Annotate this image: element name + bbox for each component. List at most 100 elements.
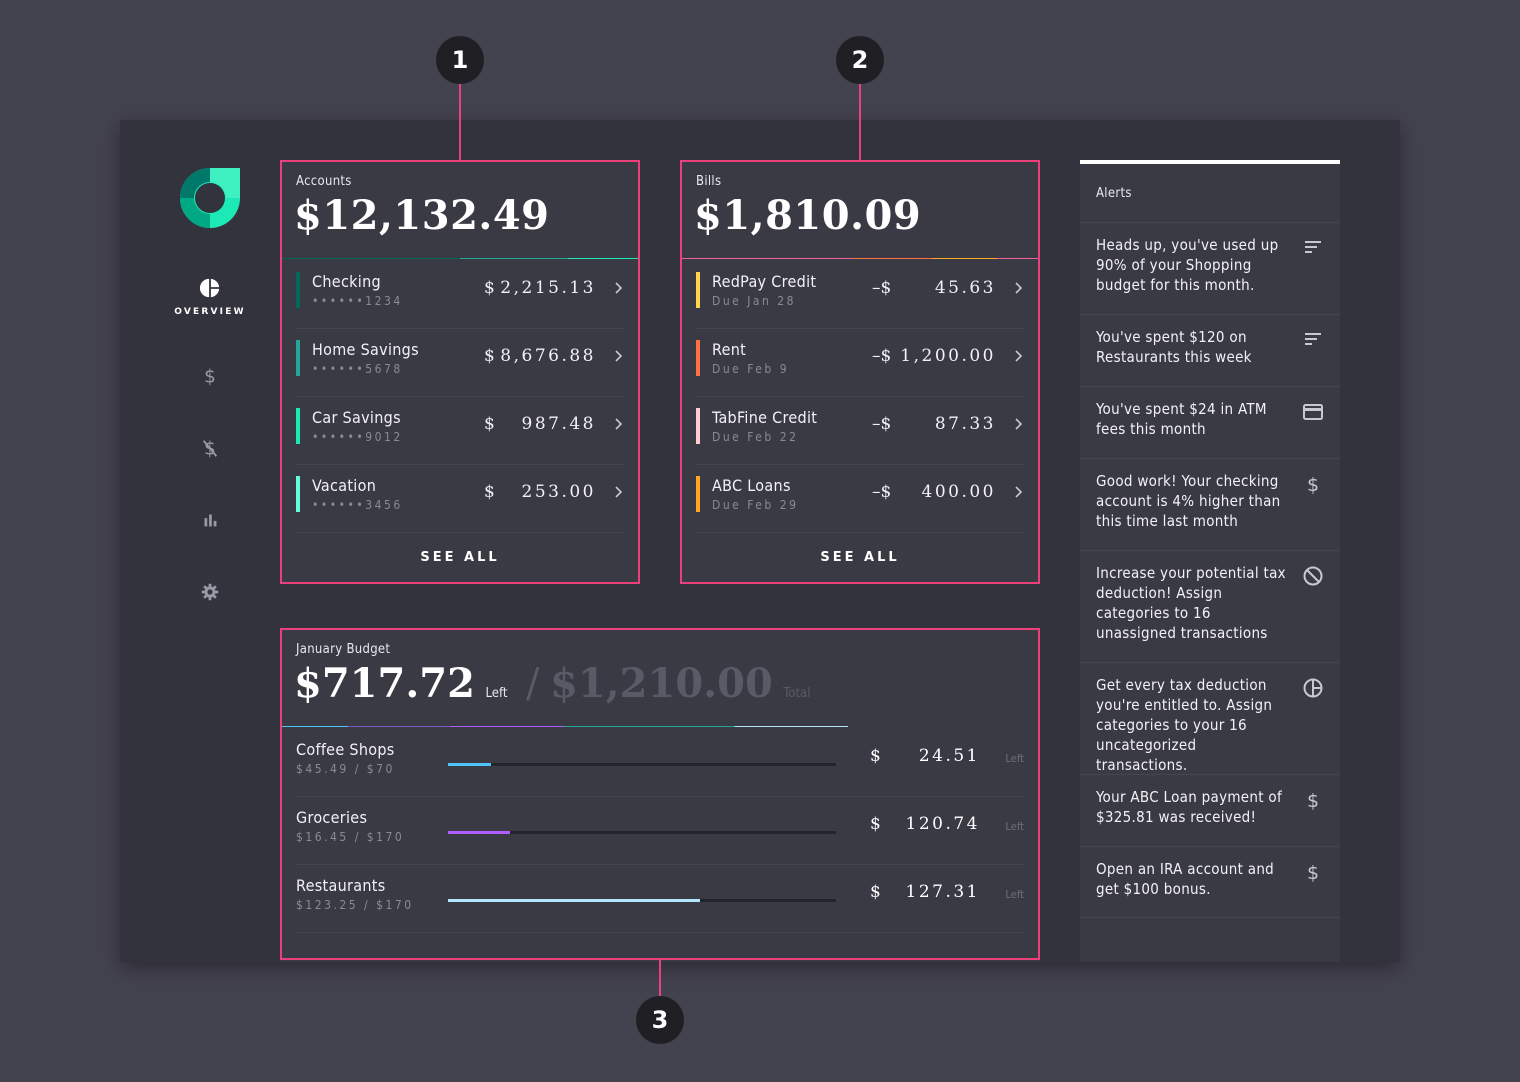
alert-item[interactable]: You've spent $120 on Restaurants this we… bbox=[1080, 314, 1340, 386]
sort-icon bbox=[1305, 333, 1321, 345]
budget-row-groceries[interactable]: Groceries $16.45 / $170 $ 120.74 Left bbox=[296, 796, 1024, 865]
account-currency: $ bbox=[484, 482, 495, 502]
svg-text:$: $ bbox=[204, 366, 216, 387]
budget-left-text: Left bbox=[1005, 820, 1024, 833]
chevron-right-icon bbox=[1015, 282, 1023, 294]
alert-text: Good work! Your checking account is 4% h… bbox=[1096, 472, 1281, 530]
budget-total-amount: $1,210.00 bbox=[550, 660, 773, 707]
alert-item[interactable]: Your ABC Loan payment of $325.81 was rec… bbox=[1080, 774, 1340, 846]
bills-divider bbox=[680, 258, 1040, 259]
account-row-home-savings[interactable]: Home Savings ••••••5678 $ 8,676.88 bbox=[296, 328, 624, 397]
bills-see-all-button[interactable]: SEE ALL bbox=[820, 550, 900, 565]
account-color-bar bbox=[296, 340, 300, 376]
bill-row-abc-loans[interactable]: ABC Loans Due Feb 29 –$ 400.00 bbox=[696, 464, 1024, 533]
budget-progress-track bbox=[448, 899, 836, 902]
budget-progress-fill bbox=[448, 763, 491, 766]
callout-marker-2: 2 bbox=[836, 36, 884, 84]
chevron-right-icon bbox=[1015, 350, 1023, 362]
bill-currency: –$ bbox=[872, 278, 892, 298]
dollar-icon: $ bbox=[1307, 790, 1319, 811]
app-logo-icon[interactable] bbox=[180, 168, 240, 228]
account-amount: 987.48 bbox=[521, 414, 596, 434]
bill-row-tabfine-credit[interactable]: TabFine Credit Due Feb 22 –$ 87.33 bbox=[696, 396, 1024, 465]
nav-transactions[interactable]: $ bbox=[170, 365, 250, 387]
bill-amount: 87.33 bbox=[934, 414, 996, 434]
account-number: ••••••1234 bbox=[312, 294, 403, 308]
budget-separator: / bbox=[526, 661, 540, 707]
bill-amount: 1,200.00 bbox=[900, 346, 996, 366]
chevron-right-icon bbox=[615, 350, 623, 362]
bills-total: $1,810.09 bbox=[694, 192, 922, 239]
budget-summary: $717.72 Left / $1,210.00 Total bbox=[294, 660, 810, 707]
marker-connector bbox=[859, 84, 861, 160]
budget-left-label: Left bbox=[485, 686, 508, 701]
pie-chart-icon bbox=[199, 278, 220, 298]
chevron-right-icon bbox=[615, 418, 623, 430]
dollar-icon: $ bbox=[1307, 474, 1319, 495]
app-window: OVERVIEW $ $ bbox=[120, 120, 1400, 962]
nav-settings[interactable] bbox=[170, 581, 250, 603]
nav-overview[interactable]: OVERVIEW bbox=[170, 277, 250, 317]
bill-currency: –$ bbox=[872, 346, 892, 366]
budget-progress-track bbox=[448, 763, 836, 766]
budget-row-coffee-shops[interactable]: Coffee Shops $45.49 / $70 $ 24.51 Left bbox=[296, 728, 1024, 797]
alert-text: Open an IRA account and get $100 bonus. bbox=[1096, 860, 1275, 898]
callout-marker-1: 1 bbox=[436, 36, 484, 84]
account-row-car-savings[interactable]: Car Savings ••••••9012 $ 987.48 bbox=[296, 396, 624, 465]
budget-card: January Budget $717.72 Left / $1,210.00 … bbox=[280, 628, 1040, 962]
budget-progress-track bbox=[448, 831, 836, 834]
nav-budgets[interactable] bbox=[170, 509, 250, 531]
bill-row-rent[interactable]: Rent Due Feb 9 –$ 1,200.00 bbox=[696, 328, 1024, 397]
account-name: Checking bbox=[312, 272, 381, 291]
sort-icon bbox=[1305, 241, 1321, 253]
alert-item[interactable]: Good work! Your checking account is 4% h… bbox=[1080, 458, 1340, 550]
nav-overview-label: OVERVIEW bbox=[174, 307, 246, 317]
svg-text:$: $ bbox=[1307, 474, 1319, 495]
budget-left-text: Left bbox=[1005, 752, 1024, 765]
alert-text: Get every tax deduction you're entitled … bbox=[1096, 676, 1273, 774]
bill-name: RedPay Credit bbox=[712, 272, 817, 291]
bill-amount: 400.00 bbox=[921, 482, 996, 502]
alert-item[interactable]: Get every tax deduction you're entitled … bbox=[1080, 662, 1340, 774]
alert-text: Your ABC Loan payment of $325.81 was rec… bbox=[1096, 788, 1283, 826]
account-number: ••••••3456 bbox=[312, 498, 403, 512]
accounts-see-all-button[interactable]: SEE ALL bbox=[420, 550, 500, 565]
alert-text: You've spent $120 on Restaurants this we… bbox=[1096, 328, 1252, 366]
money-off-icon: $ bbox=[202, 438, 218, 459]
marker-connector bbox=[459, 84, 461, 160]
account-color-bar bbox=[296, 272, 300, 308]
account-currency: $ bbox=[484, 414, 495, 434]
bill-amount: 45.63 bbox=[934, 278, 996, 298]
account-color-bar bbox=[296, 408, 300, 444]
alert-item[interactable]: Heads up, you've used up 90% of your Sho… bbox=[1080, 222, 1340, 314]
bill-due-date: Due Feb 9 bbox=[712, 362, 790, 376]
account-name: Home Savings bbox=[312, 340, 419, 359]
bill-currency: –$ bbox=[872, 414, 892, 434]
bar-chart-icon bbox=[204, 514, 217, 527]
svg-text:$: $ bbox=[1307, 862, 1319, 883]
dollar-icon: $ bbox=[1307, 862, 1319, 883]
budget-currency: $ bbox=[870, 746, 881, 766]
account-number: ••••••5678 bbox=[312, 362, 403, 376]
account-row-checking[interactable]: Checking ••••••1234 $ 2,215.13 bbox=[296, 260, 624, 329]
svg-text:$: $ bbox=[1307, 790, 1319, 811]
budget-spent: $45.49 / $70 bbox=[296, 762, 395, 776]
bills-label: Bills bbox=[696, 174, 722, 189]
alert-item[interactable]: Increase your potential tax deduction! A… bbox=[1080, 550, 1340, 662]
credit-card-icon bbox=[1303, 404, 1323, 420]
bill-color-bar bbox=[696, 408, 700, 444]
budget-progress-fill bbox=[448, 831, 511, 834]
bill-color-bar bbox=[696, 340, 700, 376]
accounts-card: Accounts $12,132.49 Checking ••••••1234 … bbox=[280, 160, 640, 584]
nav-bills[interactable]: $ bbox=[170, 437, 250, 459]
bill-due-date: Due Feb 29 bbox=[712, 498, 799, 512]
account-row-vacation[interactable]: Vacation ••••••3456 $ 253.00 bbox=[296, 464, 624, 533]
alert-text: Increase your potential tax deduction! A… bbox=[1096, 564, 1286, 642]
budget-label: January Budget bbox=[296, 642, 391, 657]
bill-row-redpay-credit[interactable]: RedPay Credit Due Jan 28 –$ 45.63 bbox=[696, 260, 1024, 329]
budget-row-restaurants[interactable]: Restaurants $123.25 / $170 $ 127.31 Left bbox=[296, 864, 1024, 933]
alert-item[interactable]: You've spent $24 in ATM fees this month bbox=[1080, 386, 1340, 458]
budget-total-label: Total bbox=[783, 686, 811, 701]
alert-text: Heads up, you've used up 90% of your Sho… bbox=[1096, 236, 1279, 294]
alert-item[interactable]: Open an IRA account and get $100 bonus. … bbox=[1080, 846, 1340, 918]
